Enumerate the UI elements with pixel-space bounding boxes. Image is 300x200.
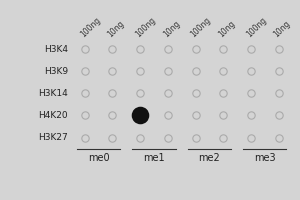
Point [110,114,115,117]
Text: 100ng: 100ng [134,16,157,39]
Text: H3K27: H3K27 [38,133,68,142]
Text: 100ng: 100ng [78,16,102,39]
Point [248,114,253,117]
Point [82,48,87,51]
Text: H4K20: H4K20 [38,111,68,120]
Point [193,48,198,51]
Text: 10ng: 10ng [161,19,182,39]
Point [138,114,142,117]
Point [221,92,226,95]
Point [165,136,170,139]
Text: me2: me2 [199,153,220,163]
Point [110,92,115,95]
Text: me1: me1 [143,153,165,163]
Point [276,92,281,95]
Point [276,48,281,51]
Point [82,114,87,117]
Point [221,114,226,117]
Point [276,114,281,117]
Point [193,92,198,95]
Point [82,92,87,95]
Point [221,48,226,51]
Point [248,70,253,73]
Text: me3: me3 [254,153,276,163]
Point [82,70,87,73]
Text: H3K14: H3K14 [38,89,68,98]
Point [165,48,170,51]
Point [138,92,142,95]
Point [248,92,253,95]
Point [248,136,253,139]
Point [221,70,226,73]
Point [276,136,281,139]
Point [193,114,198,117]
Text: me0: me0 [88,153,110,163]
Point [221,136,226,139]
Point [165,70,170,73]
Point [138,70,142,73]
Text: 100ng: 100ng [189,16,213,39]
Point [165,114,170,117]
Point [276,70,281,73]
Point [110,70,115,73]
Point [110,48,115,51]
Text: 10ng: 10ng [106,19,126,39]
Point [193,136,198,139]
Point [110,136,115,139]
Text: 10ng: 10ng [272,19,292,39]
Text: H3K4: H3K4 [44,45,68,54]
Point [165,92,170,95]
Point [138,48,142,51]
Point [193,70,198,73]
Point [82,136,87,139]
Point [248,48,253,51]
Text: 10ng: 10ng [217,19,237,39]
Text: H3K9: H3K9 [44,67,68,76]
Point [138,136,142,139]
Text: 100ng: 100ng [244,16,268,39]
